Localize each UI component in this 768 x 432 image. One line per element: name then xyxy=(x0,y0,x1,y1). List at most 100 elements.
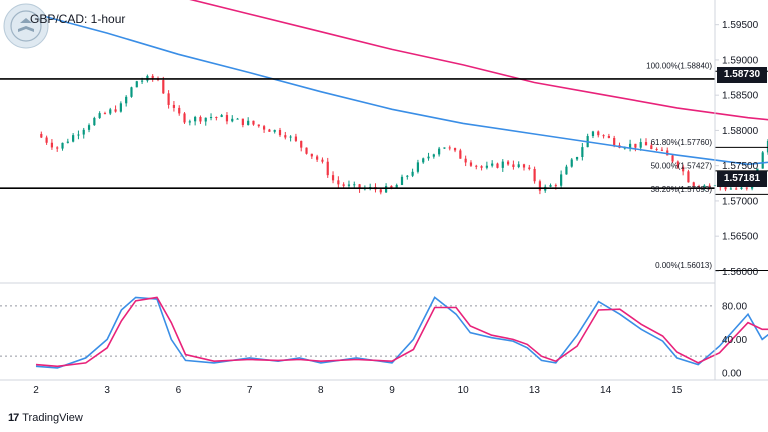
candle-body xyxy=(623,147,626,149)
price-tag-support: 1.57181 xyxy=(717,171,767,187)
candle-body xyxy=(331,175,335,181)
price-tag-resistance: 1.58730 xyxy=(717,67,767,83)
candle-body xyxy=(687,171,690,183)
candle-body xyxy=(231,118,234,122)
candle-body xyxy=(225,115,229,122)
candle-body xyxy=(220,115,223,118)
candle-body xyxy=(93,117,96,126)
candle-body xyxy=(416,162,420,172)
candle-body xyxy=(162,80,165,94)
candle-body xyxy=(273,129,276,132)
candle-body xyxy=(236,118,239,120)
candle-body xyxy=(628,143,632,148)
publisher-logo-icon xyxy=(3,3,49,49)
candle-body xyxy=(644,142,648,146)
candle-body xyxy=(347,184,351,186)
candle-body xyxy=(448,147,451,149)
candle-body xyxy=(432,154,435,157)
candle-body xyxy=(384,185,388,193)
candle-body xyxy=(538,181,542,191)
candle-body xyxy=(735,188,738,190)
candle-body xyxy=(294,136,298,141)
candle-body xyxy=(597,131,600,136)
candle-body xyxy=(316,156,319,160)
candle-body xyxy=(77,134,80,136)
candle-body xyxy=(682,166,685,172)
candle-body xyxy=(342,184,345,186)
candle-body xyxy=(400,176,404,185)
candle-body xyxy=(87,125,91,130)
candle-body xyxy=(289,136,292,138)
candle-body xyxy=(125,96,128,104)
time-tick-label: 8 xyxy=(318,385,324,396)
candle-body xyxy=(724,187,727,190)
fibonacci-level-label: 100.00%(1.58840) xyxy=(646,62,712,71)
candle-body xyxy=(390,185,393,189)
candle-body xyxy=(310,153,313,157)
price-tick-label: 1.58500 xyxy=(722,91,759,102)
candle-body xyxy=(119,103,122,112)
candle-body xyxy=(671,155,674,162)
candle-body xyxy=(740,187,743,189)
candle-body xyxy=(82,129,85,135)
candle-body xyxy=(321,159,324,162)
candle-body xyxy=(496,163,499,168)
candle-body xyxy=(172,104,176,108)
candle-body xyxy=(262,126,266,130)
candle-body xyxy=(453,148,457,151)
candle-body xyxy=(411,171,414,176)
candle-body xyxy=(305,147,308,154)
time-tick-label: 10 xyxy=(458,385,470,396)
time-tick-label: 2 xyxy=(33,385,39,396)
candle-body xyxy=(178,107,181,114)
candle-body xyxy=(554,185,557,187)
candle-body xyxy=(268,129,271,132)
candle-body xyxy=(45,137,48,143)
candle-body xyxy=(135,81,138,88)
chart-title: GBP/CAD: 1-hour xyxy=(30,12,126,26)
candle-body xyxy=(506,161,510,165)
candle-body xyxy=(528,167,531,169)
tradingview-brand[interactable]: 17 TradingView xyxy=(8,412,83,424)
candle-body xyxy=(443,147,446,149)
candle-body xyxy=(549,185,552,187)
candle-body xyxy=(480,166,483,168)
time-tick-label: 9 xyxy=(389,385,395,396)
candle-body xyxy=(703,185,706,188)
candle-body xyxy=(56,147,59,149)
candle-body xyxy=(512,164,515,168)
candle-body xyxy=(581,147,584,158)
price-tick-label: 1.59000 xyxy=(722,55,759,66)
candle-body xyxy=(406,175,409,177)
candle-body xyxy=(655,148,658,150)
candle-body xyxy=(438,148,441,155)
candle-body xyxy=(167,93,170,105)
candle-body xyxy=(358,184,361,189)
candle-body xyxy=(247,120,250,125)
time-tick-label: 13 xyxy=(529,385,541,396)
candle-body xyxy=(660,149,664,151)
candle-body xyxy=(395,184,398,189)
time-tick-label: 3 xyxy=(104,385,110,396)
time-tick-label: 7 xyxy=(247,385,253,396)
stochastic-tick-label: 40.00 xyxy=(722,335,747,346)
candle-body xyxy=(215,116,218,118)
candle-body xyxy=(183,113,186,123)
candle-body xyxy=(66,141,69,143)
candle-body xyxy=(485,165,488,168)
candle-body xyxy=(459,150,462,159)
candle-body xyxy=(337,180,340,185)
candle-body xyxy=(607,135,610,138)
candle-body xyxy=(501,161,504,168)
candle-body xyxy=(257,124,260,127)
candle-body xyxy=(491,163,494,166)
axes: 1.56000 1.56500 1.57000 1.57500 1.58000 1.585… xyxy=(0,0,768,396)
candle-body xyxy=(61,142,64,149)
candle-body xyxy=(650,145,653,149)
candle-body xyxy=(194,116,197,122)
candle-body xyxy=(469,162,473,166)
time-tick-label: 6 xyxy=(176,385,182,396)
candle-body xyxy=(634,143,637,148)
moving-average-slow-line xyxy=(189,0,768,121)
